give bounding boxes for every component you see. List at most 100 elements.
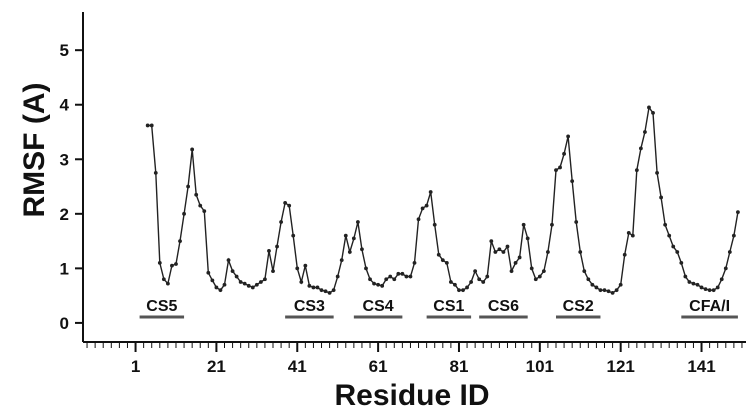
data-point bbox=[392, 277, 397, 282]
data-point bbox=[170, 263, 174, 268]
data-point bbox=[651, 111, 655, 115]
data-point bbox=[663, 222, 668, 227]
data-point bbox=[574, 220, 579, 224]
data-point bbox=[634, 168, 639, 173]
data-point bbox=[404, 274, 409, 279]
data-point bbox=[291, 233, 296, 238]
region-label: CS4 bbox=[363, 298, 394, 315]
data-point bbox=[153, 171, 158, 175]
x-tick-label: 101 bbox=[526, 357, 554, 376]
y-axis-title: RMSF (A) bbox=[18, 83, 51, 218]
data-point bbox=[222, 282, 227, 287]
data-point bbox=[671, 244, 676, 249]
data-point bbox=[299, 280, 304, 284]
data-point bbox=[388, 274, 393, 279]
data-point bbox=[351, 236, 356, 241]
data-point bbox=[250, 285, 255, 290]
series-group bbox=[145, 105, 740, 295]
data-point bbox=[331, 288, 336, 293]
data-point bbox=[287, 203, 292, 208]
data-point bbox=[554, 168, 558, 173]
data-point bbox=[550, 222, 554, 227]
data-point bbox=[267, 249, 271, 253]
data-point bbox=[537, 274, 542, 279]
x-tick-label: 81 bbox=[450, 357, 469, 376]
y-tick-label: 0 bbox=[60, 314, 69, 333]
data-point bbox=[659, 195, 664, 200]
data-point bbox=[630, 233, 635, 238]
data-point bbox=[558, 165, 562, 170]
x-tick-label: 141 bbox=[687, 357, 715, 376]
data-point bbox=[505, 244, 510, 249]
data-point bbox=[311, 285, 316, 290]
data-point bbox=[598, 288, 603, 293]
data-point bbox=[731, 233, 736, 238]
data-point bbox=[618, 282, 623, 287]
data-point bbox=[687, 280, 692, 284]
data-point bbox=[448, 280, 453, 284]
y-tick-label: 2 bbox=[60, 205, 69, 224]
data-point bbox=[586, 277, 591, 282]
data-point bbox=[513, 261, 518, 265]
x-tick-label: 61 bbox=[369, 357, 388, 376]
data-point bbox=[497, 247, 502, 252]
data-point bbox=[582, 269, 587, 273]
data-point bbox=[469, 280, 473, 284]
y-tick-label: 3 bbox=[60, 150, 69, 169]
data-point bbox=[242, 281, 247, 286]
data-point bbox=[202, 209, 207, 213]
region-label: CFA/I bbox=[689, 298, 730, 315]
data-point bbox=[198, 203, 203, 208]
region-annotations: CS5 CS3 CS4 CS1 CS6 CS2 CFA/I bbox=[139, 298, 738, 319]
data-point bbox=[517, 255, 522, 260]
data-point bbox=[347, 250, 352, 254]
data-point bbox=[602, 288, 607, 293]
data-point bbox=[736, 210, 740, 215]
data-point bbox=[655, 171, 659, 175]
data-point bbox=[707, 288, 712, 293]
y-tick-label: 1 bbox=[60, 259, 69, 278]
data-point bbox=[679, 261, 684, 265]
data-point bbox=[343, 233, 348, 238]
data-point bbox=[416, 217, 421, 222]
data-point bbox=[465, 285, 469, 290]
data-point bbox=[461, 288, 465, 293]
data-point bbox=[327, 291, 332, 295]
x-tick-label: 1 bbox=[131, 357, 140, 376]
data-point bbox=[234, 274, 239, 279]
data-point bbox=[477, 277, 482, 282]
data-point bbox=[420, 206, 425, 211]
data-point bbox=[210, 278, 215, 283]
data-point bbox=[372, 281, 376, 286]
data-point bbox=[157, 261, 162, 265]
data-point bbox=[279, 220, 283, 224]
data-point bbox=[364, 266, 368, 271]
data-point bbox=[610, 291, 615, 295]
data-point bbox=[424, 203, 429, 208]
data-point bbox=[174, 262, 178, 266]
data-point bbox=[566, 134, 571, 139]
data-point bbox=[283, 201, 288, 205]
region-label: CS2 bbox=[563, 298, 594, 315]
data-point bbox=[384, 277, 389, 282]
region-label: CS3 bbox=[294, 298, 325, 315]
data-point bbox=[412, 261, 417, 265]
data-point bbox=[541, 269, 546, 273]
data-point bbox=[529, 266, 534, 271]
data-point bbox=[638, 146, 643, 151]
data-point bbox=[614, 288, 619, 293]
data-point bbox=[444, 261, 449, 265]
data-point bbox=[368, 277, 372, 282]
data-point bbox=[578, 250, 583, 254]
data-point bbox=[485, 274, 490, 279]
data-point bbox=[436, 252, 441, 257]
data-point bbox=[525, 236, 530, 241]
data-point bbox=[323, 289, 328, 294]
data-point bbox=[683, 274, 688, 279]
data-point bbox=[432, 222, 437, 227]
data-point bbox=[457, 288, 461, 293]
data-point bbox=[715, 285, 720, 290]
x-tick-label: 21 bbox=[207, 357, 226, 376]
data-point bbox=[182, 211, 186, 216]
data-point bbox=[473, 269, 478, 273]
